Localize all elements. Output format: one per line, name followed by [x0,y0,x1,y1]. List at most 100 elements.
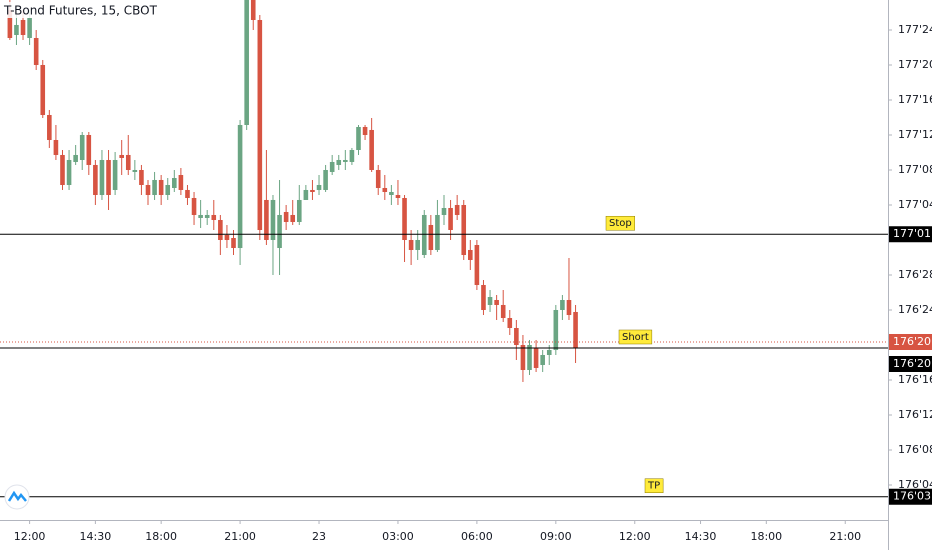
candle-body [40,64,46,115]
candle-body [500,304,506,319]
candle-body [27,17,32,38]
candle-body [329,161,335,172]
y-tick-label: 176'12 [898,408,932,421]
level-price-label: 177'01 [893,227,931,240]
candle-body [290,214,296,222]
candle-body [514,327,519,345]
candle-body [172,178,177,188]
x-tick-label: 12:00 [14,530,46,543]
candle-body [435,214,440,250]
candle-body [7,9,13,38]
candle-body [546,350,552,355]
candle-body [237,124,243,249]
x-tick-label: 06:00 [461,530,493,543]
candle-body [310,189,315,193]
candle-body [553,309,559,351]
candle-body [47,114,52,141]
candle-body [369,129,374,170]
y-tick-label: 177'20 [898,58,932,71]
candle-body [231,238,236,249]
candle-body [218,220,223,240]
candle-body [165,185,171,195]
y-tick-label: 177'24 [898,23,932,36]
level-label: Short [622,332,649,343]
title-backdrop [0,2,170,18]
x-tick-label: 12:00 [619,530,651,543]
candle-body [112,159,118,190]
candle-body [448,207,453,230]
candle-body [191,197,197,215]
candle-body [119,154,124,158]
candle-body [33,37,39,65]
candle-body [99,159,105,195]
candle-body [73,154,78,162]
candle-body [566,299,572,316]
x-tick-label: 18:00 [145,530,177,543]
candle-body [244,0,249,125]
candle-body [204,214,210,218]
level-label-box [618,329,653,345]
last-price-box [889,333,932,350]
candle-body [507,318,513,328]
x-tick-label: 21:00 [224,530,256,543]
y-tick-label: 177'16 [898,93,932,106]
candle-body [461,204,467,256]
candle-body [428,224,434,250]
x-tick-label: 18:00 [750,530,782,543]
level-price-box [889,488,932,505]
candle-body [382,187,388,193]
candle-body [53,140,59,155]
candle-body [494,299,499,305]
candle-body [14,24,19,36]
candle-body [158,179,164,195]
x-tick-label: 14:30 [685,530,717,543]
level-price-box [889,355,932,372]
candle-body [20,19,26,36]
candle-body [224,234,230,240]
candle-body [79,134,85,160]
candle-body [132,169,138,172]
candle-body [487,297,493,305]
y-tick-label: 176'04 [898,478,932,491]
candle-body [296,199,302,222]
y-tick-label: 176'28 [898,268,932,281]
x-tick-label: 21:00 [829,530,861,543]
candle-body [139,169,144,186]
candle-body [454,204,460,215]
candle-body [93,164,98,195]
candle-body [375,169,381,188]
candle-body [395,194,401,198]
candle-body [408,239,414,250]
candle-body [527,344,532,371]
candle-body [277,214,282,249]
candle-body [178,175,184,190]
candle-body [540,354,545,365]
candle-body [421,214,427,256]
candle-body [336,159,342,165]
x-tick-label: 03:00 [382,530,414,543]
candle-body [211,214,217,221]
candle-body [185,189,190,198]
x-tick-label: 14:30 [80,530,112,543]
candle-body [152,179,157,195]
candle-body [66,159,72,186]
candle-body [125,154,131,170]
candle-body [343,159,348,162]
candle-body [402,197,407,240]
level-price-label: 176'03 [893,490,931,503]
candle-body [303,189,309,200]
level-price-label: 176'20 [893,357,931,370]
candle-body [145,185,151,195]
level-label-box [605,215,635,231]
candle-body [264,199,269,240]
candle-body [316,185,322,190]
level-label: Stop [609,218,632,229]
candle-body [415,239,420,250]
candle-body [257,19,263,230]
candle-body [323,169,328,190]
y-tick-label: 176'24 [898,303,932,316]
candle-body [389,192,394,195]
level-label-box [644,478,664,493]
